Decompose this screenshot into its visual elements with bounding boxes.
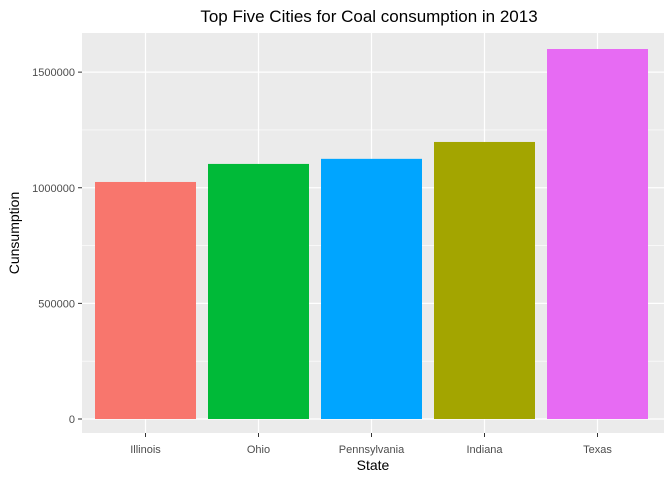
y-tick-label: 500000 bbox=[38, 298, 75, 310]
bar-indiana bbox=[434, 141, 535, 419]
bar-pennsylvania bbox=[321, 158, 422, 419]
x-tick-label-illinois: Illinois bbox=[130, 444, 161, 456]
x-tick-label-texas: Texas bbox=[583, 444, 612, 456]
x-tick-label-indiana: Indiana bbox=[466, 444, 503, 456]
x-axis: Illinois Ohio Pennsylvania Indiana Texas bbox=[130, 433, 612, 456]
chart-title: Top Five Cities for Coal consumption in … bbox=[200, 7, 537, 26]
bar-ohio bbox=[208, 163, 309, 419]
y-tick-label: 0 bbox=[69, 414, 75, 426]
y-tick-label: 1500000 bbox=[32, 67, 75, 79]
bar-illinois bbox=[95, 181, 196, 419]
x-tick-label-pennsylvania: Pennsylvania bbox=[339, 444, 405, 456]
bar-texas bbox=[547, 49, 648, 419]
y-tick-label: 1000000 bbox=[32, 183, 75, 195]
bars bbox=[95, 49, 648, 419]
x-tick-label-ohio: Ohio bbox=[247, 444, 270, 456]
x-axis-title: State bbox=[357, 457, 390, 473]
y-axis: 0 500000 1000000 1500000 bbox=[32, 67, 82, 426]
y-axis-title: Cunsumption bbox=[6, 192, 22, 275]
